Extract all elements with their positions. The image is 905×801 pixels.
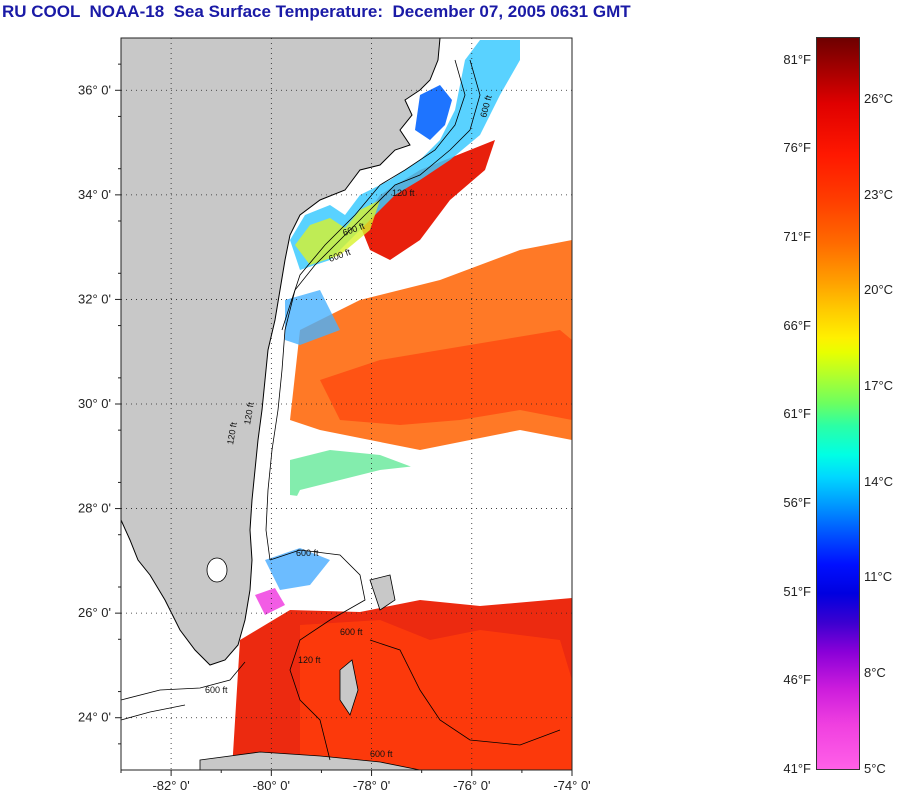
isobath-contour <box>369 639 561 746</box>
central-warm-core <box>320 330 572 425</box>
isobath-contour <box>269 549 366 761</box>
isobath-contour <box>281 59 466 331</box>
celsius-tick-label: 20°C <box>864 282 894 297</box>
fahrenheit-tick-label: 46°F <box>783 672 811 687</box>
longitude-axis: -82° 0' -80° 0' -78° 0' -76° 0' -74° 0' <box>120 770 591 793</box>
fahrenheit-tick-label: 51°F <box>783 584 811 599</box>
northern-warm-eddy <box>360 140 495 260</box>
longitude-tick-label: -78° 0' <box>353 778 390 793</box>
carolina-shelf-water <box>290 40 520 270</box>
temperature-colorbar <box>816 37 860 770</box>
celsius-tick-label: 14°C <box>864 474 894 489</box>
gulf-isobath-contour <box>121 661 246 701</box>
latitude-axis: 36° 0' 34° 0' 32° 0' 30° 0' 28° 0' 26° 0' 24° … <box>78 63 121 745</box>
latitude-tick-label: 24° 0' <box>78 710 111 725</box>
page-title: RU COOL NOAA-18 Sea Surface Temperature:… <box>2 2 631 21</box>
fahrenheit-tick-label: 41°F <box>783 761 811 776</box>
fahrenheit-tick-label: 61°F <box>783 406 811 421</box>
celsius-tick-label: 11°C <box>864 569 893 584</box>
gulf-isobath-contour <box>121 704 186 721</box>
celsius-tick-label: 26°C <box>864 91 894 106</box>
longitude-tick-label: -74° 0' <box>553 778 590 793</box>
bahama-bank-pink <box>255 588 285 615</box>
latitude-tick-label: 34° 0' <box>78 187 111 202</box>
latitude-tick-label: 26° 0' <box>78 605 111 620</box>
cuba-land <box>199 751 421 770</box>
contour-label: 600 ft <box>296 548 319 558</box>
florida-coastal-water <box>285 290 340 345</box>
latitude-tick-label: 32° 0' <box>78 291 111 306</box>
bahamas-warm-water <box>300 620 572 770</box>
lake-okeechobee <box>206 557 228 583</box>
fahrenheit-tick-label: 76°F <box>783 140 811 155</box>
longitude-tick-label: -82° 0' <box>152 778 189 793</box>
contour-label: 600 ft <box>370 749 393 759</box>
latitude-tick-label: 30° 0' <box>78 396 111 411</box>
bahamas-island <box>369 574 396 611</box>
fahrenheit-tick-label: 56°F <box>783 495 811 510</box>
contour-label: 600 ft <box>340 627 363 637</box>
straits-mixed <box>265 548 330 590</box>
latitude-tick-label: 36° 0' <box>78 82 111 97</box>
pamlico-sound <box>415 85 452 140</box>
longitude-tick-label: -80° 0' <box>253 778 290 793</box>
fahrenheit-tick-label: 66°F <box>783 318 811 333</box>
celsius-tick-label: 17°C <box>864 378 894 393</box>
contour-label: 120 ft <box>298 655 321 665</box>
contour-label: 120 ft <box>242 401 256 425</box>
celsius-tick-label: 8°C <box>864 665 886 680</box>
celsius-tick-label: 5°C <box>864 761 886 776</box>
longitude-tick-label: -76° 0' <box>453 778 490 793</box>
fahrenheit-tick-label: 71°F <box>783 229 811 244</box>
isobath-contour <box>265 59 481 561</box>
land-mass <box>121 38 441 666</box>
cloud-band <box>280 455 572 545</box>
contour-label: 120 ft <box>392 188 415 198</box>
latitude-tick-label: 28° 0' <box>78 501 111 516</box>
celsius-tick-label: 23°C <box>864 187 894 202</box>
sst-map-panel: 600 ft 120 ft 600 ft 600 ft 120 ft 120 ft 600 … <box>0 0 600 801</box>
contour-label: 120 ft <box>225 421 239 445</box>
temperature-legend: 81°F 76°F 71°F 66°F 61°F 56°F 51°F 46°F 41°F 26°… <box>700 30 905 790</box>
bahamas-island <box>339 659 359 716</box>
fahrenheit-tick-label: 81°F <box>783 52 811 67</box>
contour-label: 600 ft <box>205 685 228 695</box>
